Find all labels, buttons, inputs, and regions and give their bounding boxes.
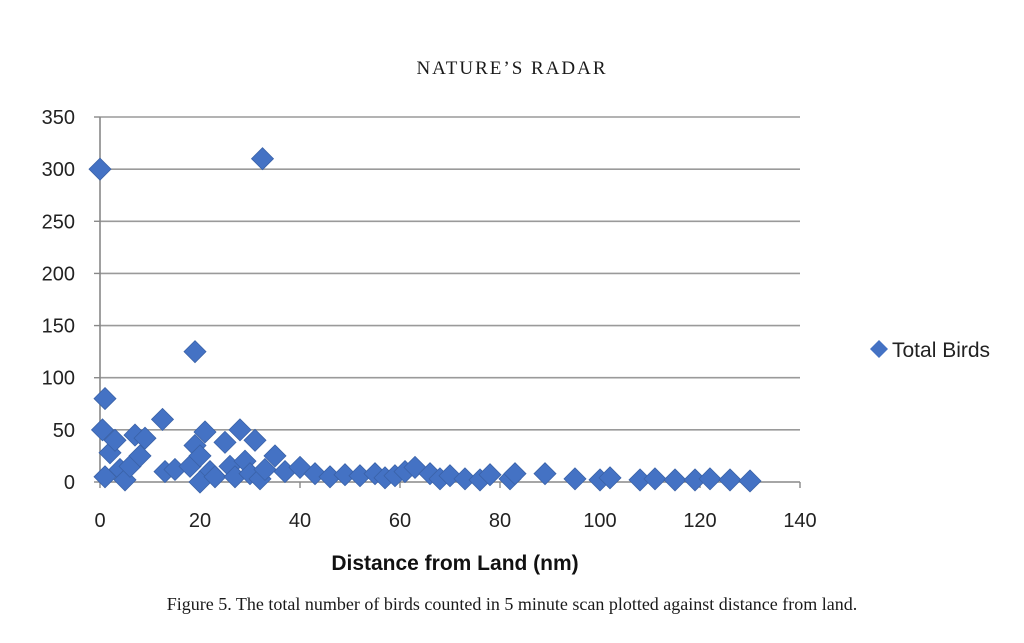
data-point bbox=[243, 428, 267, 452]
grid-lines bbox=[100, 116, 800, 431]
data-point bbox=[698, 467, 722, 491]
data-point bbox=[263, 444, 287, 468]
data-point bbox=[453, 467, 477, 491]
legend: Total Birds bbox=[870, 339, 990, 362]
data-point bbox=[193, 420, 217, 444]
data-point bbox=[183, 340, 207, 364]
data-point bbox=[103, 428, 127, 452]
data-point bbox=[718, 468, 742, 492]
legend-label-total-birds: Total Birds bbox=[892, 339, 990, 362]
x-axis-title: Distance from Land (nm) bbox=[331, 552, 578, 575]
legend-marker-total-birds bbox=[870, 340, 888, 358]
data-point bbox=[503, 462, 527, 486]
running-head: NATURE’S RADAR bbox=[416, 58, 608, 79]
x-tick-label: 140 bbox=[783, 510, 816, 532]
data-point bbox=[188, 444, 212, 468]
data-points bbox=[88, 147, 762, 494]
x-tick-label: 100 bbox=[583, 510, 616, 532]
x-tick-label: 40 bbox=[289, 510, 311, 532]
x-tick-label: 120 bbox=[683, 510, 716, 532]
data-point bbox=[93, 387, 117, 411]
x-tick-label: 60 bbox=[389, 510, 411, 532]
data-point bbox=[563, 467, 587, 491]
data-point bbox=[663, 468, 687, 492]
data-point bbox=[303, 462, 327, 486]
x-tick-label: 20 bbox=[189, 510, 211, 532]
data-point bbox=[228, 418, 252, 442]
data-point bbox=[478, 463, 502, 487]
x-tick-label: 80 bbox=[489, 510, 511, 532]
y-tick-label: 350 bbox=[42, 107, 75, 129]
data-point bbox=[438, 464, 462, 488]
y-tick-label: 0 bbox=[64, 472, 75, 494]
data-point bbox=[90, 418, 115, 442]
figure-caption: Figure 5. The total number of birds coun… bbox=[166, 594, 858, 614]
data-point bbox=[598, 466, 622, 490]
data-point bbox=[250, 147, 275, 171]
data-point bbox=[150, 407, 175, 431]
y-tick-label: 250 bbox=[42, 211, 75, 233]
y-tick-label: 200 bbox=[42, 263, 75, 285]
data-point bbox=[113, 468, 137, 492]
data-point bbox=[128, 444, 152, 468]
data-point bbox=[333, 463, 357, 487]
data-point bbox=[133, 426, 157, 450]
x-tick-label: 0 bbox=[94, 510, 105, 532]
y-tick-label: 50 bbox=[53, 420, 75, 442]
data-point bbox=[213, 430, 237, 454]
y-tick-label: 300 bbox=[42, 159, 75, 181]
data-point bbox=[253, 457, 277, 482]
data-point bbox=[738, 469, 762, 493]
y-tick-label: 100 bbox=[42, 368, 75, 390]
tick-labels: 0 50 100 150 200 250 300 350 0 20 40 60 80 100 120 140 bbox=[42, 107, 817, 532]
data-point bbox=[533, 462, 557, 486]
data-point bbox=[88, 157, 112, 181]
data-point bbox=[643, 467, 667, 491]
data-point bbox=[203, 465, 227, 489]
y-tick-label: 150 bbox=[42, 316, 75, 338]
